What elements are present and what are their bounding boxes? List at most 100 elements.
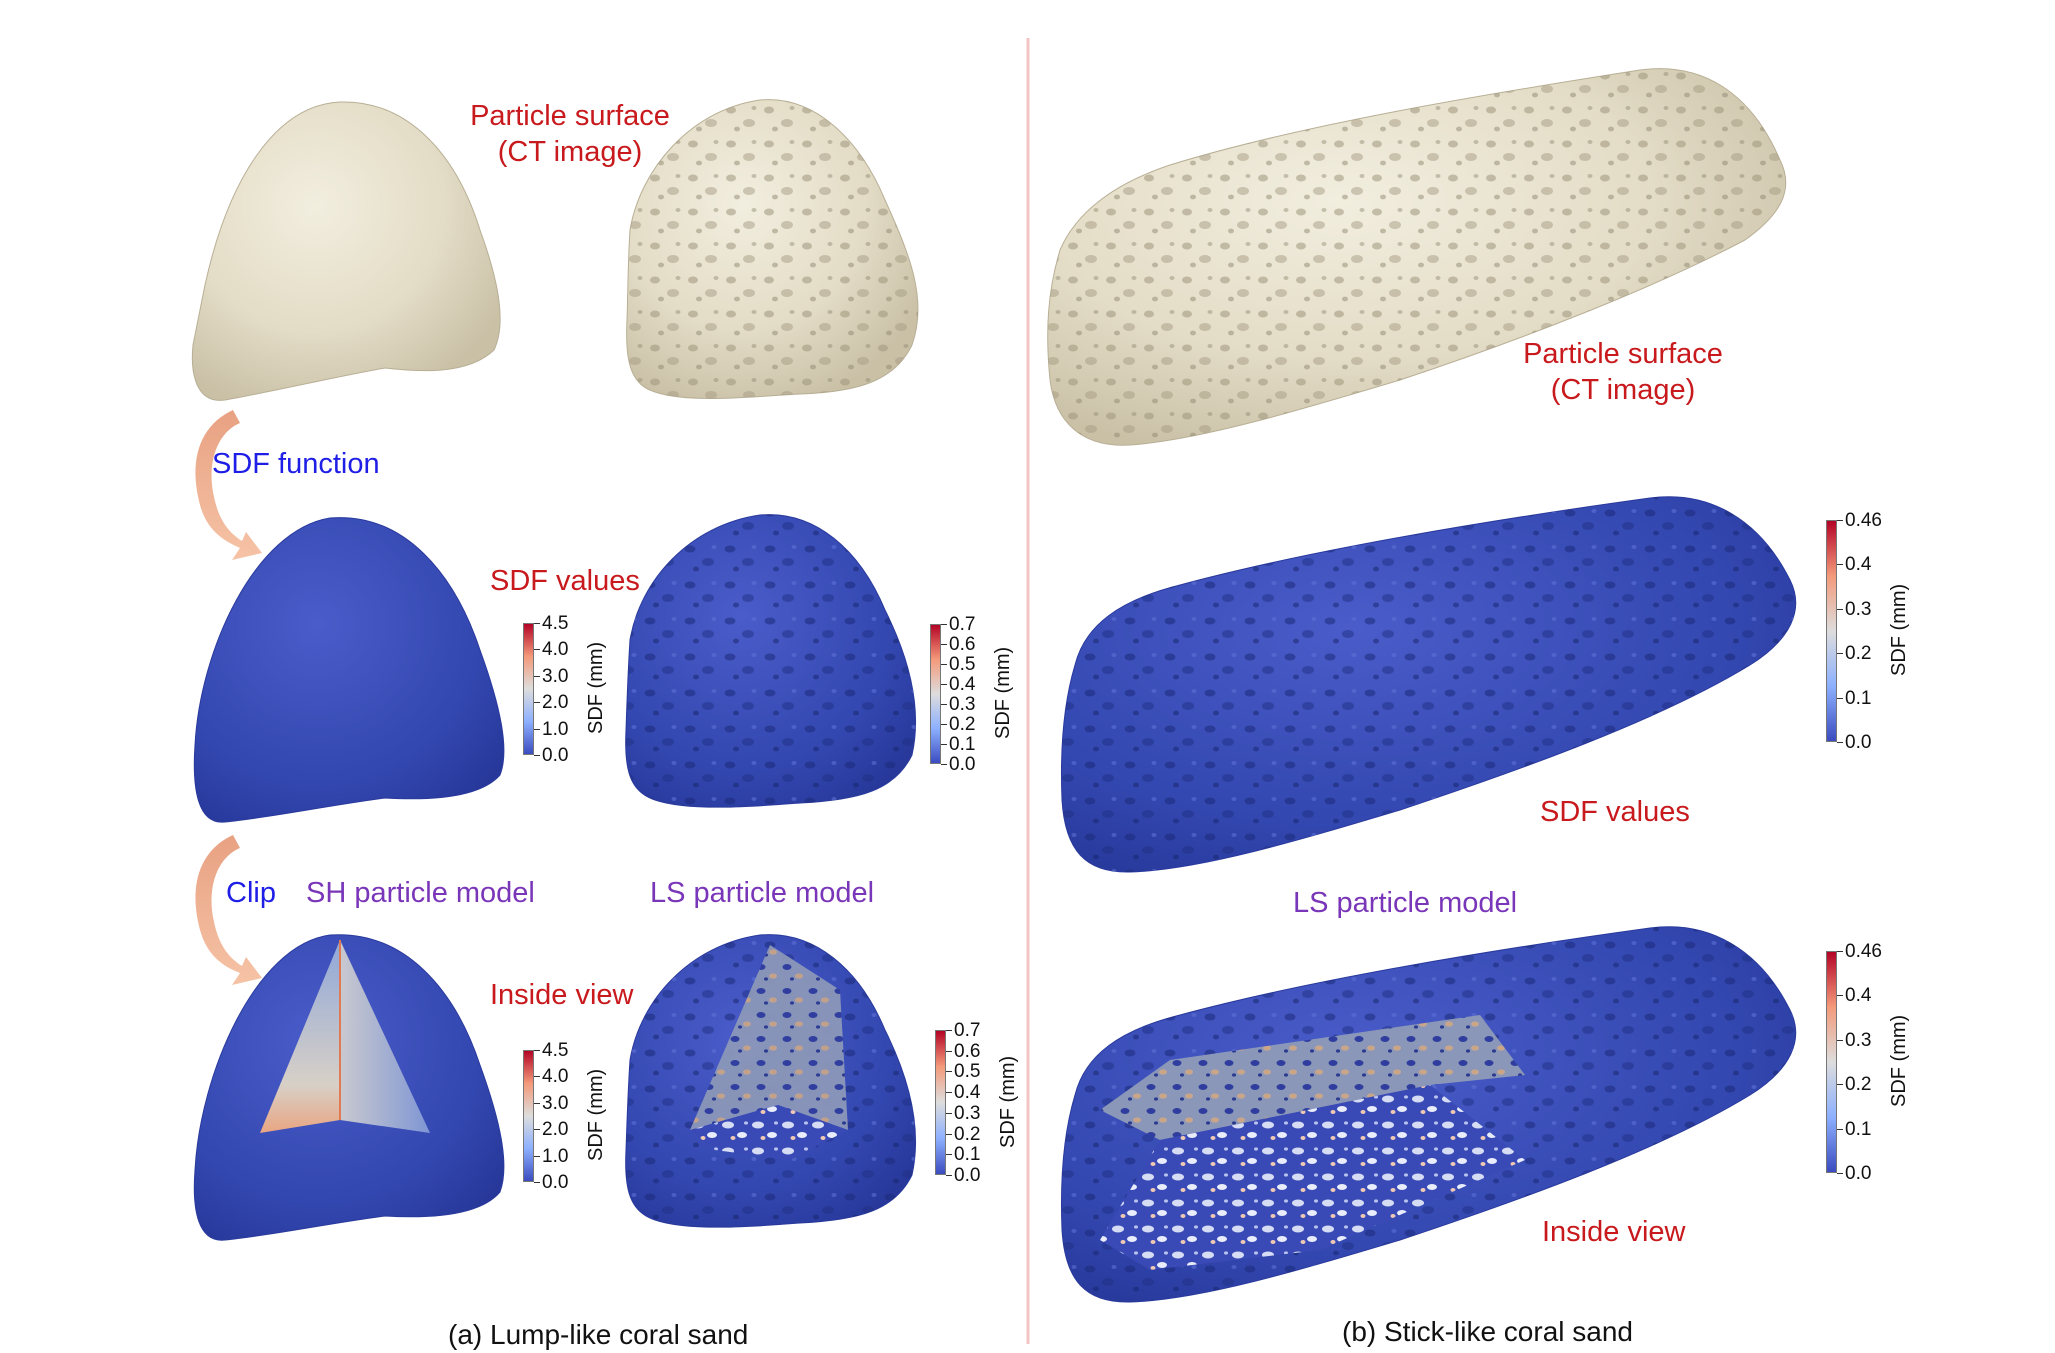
colorbar-tick-mark (1837, 564, 1843, 565)
colorbar-tick-mark (534, 702, 540, 703)
sh-inside-view-particle (193, 934, 505, 1241)
colorbar-tick-label: 4.0 (542, 639, 569, 660)
colorbar-tick-mark (941, 684, 947, 685)
colorbar-tick-mark (534, 729, 540, 730)
colorbar-tick-mark (941, 664, 947, 665)
colorbar-title: SDF (mm) (585, 1068, 607, 1161)
colorbar-tick-mark (1837, 520, 1843, 521)
colorbar-tick-label: 0.4 (1845, 985, 1872, 1006)
colorbar-tick-mark (946, 1154, 952, 1155)
colorbar-tick-label: 0.5 (949, 654, 976, 675)
colorbar-tick-mark (941, 764, 947, 765)
colorbar-tick-mark (1837, 698, 1843, 699)
colorbar-tick-label: 0.5 (954, 1061, 981, 1082)
colorbar-tick-label: 0.3 (1845, 599, 1872, 620)
colorbar-tick-label: 4.5 (542, 1040, 569, 1061)
colorbar-tick-mark (534, 676, 540, 677)
colorbar-tick-mark (534, 623, 540, 624)
colorbar-tick-label: 0.1 (949, 734, 976, 755)
ls-particle-surface (626, 99, 919, 399)
colorbar-tick-label: 0.6 (949, 634, 976, 655)
colorbar-tick-mark (946, 1134, 952, 1135)
colorbar-tick-label: 3.0 (542, 666, 569, 687)
colorbar-tick-mark (1837, 653, 1843, 654)
colorbar-tick-label: 3.0 (542, 1093, 569, 1114)
panel-a-ls-particle-model-label: LS particle model (650, 877, 875, 909)
panel-a-caption: (a) Lump-like coral sand (448, 1319, 749, 1350)
colorbar-tick-mark (534, 649, 540, 650)
colorbar-tick-label: 0.1 (954, 1144, 981, 1165)
colorbar-tick-mark (1837, 1040, 1843, 1041)
colorbar-tick-mark (941, 704, 947, 705)
colorbar-tick-label: 0.1 (1845, 688, 1872, 709)
colorbar-title: SDF (mm) (992, 646, 1014, 739)
colorbar-gradient (935, 1030, 946, 1175)
colorbar-title: SDF (mm) (585, 641, 607, 734)
panel-b-caption: (b) Stick-like coral sand (1342, 1316, 1633, 1347)
colorbar-tick-label: 0.7 (954, 1020, 981, 1041)
colorbar-tick-mark (1837, 951, 1843, 952)
colorbar-title: SDF (mm) (1888, 583, 1910, 676)
colorbar-tick-label: 0.2 (1845, 643, 1872, 664)
colorbar-tick-mark (534, 755, 540, 756)
ls-sdf-values-particle (625, 514, 917, 808)
colorbar-tick-label: 1.0 (542, 1146, 569, 1167)
panel-b-sdf-values-label: SDF values (1540, 796, 1690, 828)
clip-label: Clip (226, 877, 276, 909)
colorbar-tick-label: 0.0 (1845, 1163, 1872, 1184)
stick-sdf-values-particle (1060, 496, 1797, 873)
colorbar-tick-mark (946, 1113, 952, 1114)
colorbar-tick-label: 1.0 (542, 719, 569, 740)
colorbar-gradient (523, 623, 534, 755)
colorbar-tick-label: 0.0 (954, 1165, 981, 1186)
colorbar-tick-label: 2.0 (542, 692, 569, 713)
colorbar-tick-mark (1837, 1129, 1843, 1130)
sh-particle-surface (191, 101, 501, 401)
curved-arrow-icon (195, 410, 262, 560)
colorbar-tick-mark (534, 1182, 540, 1183)
panel-b-inside-view-label: Inside view (1542, 1216, 1686, 1248)
colorbar-tick-mark (1837, 1173, 1843, 1174)
colorbar-gradient (930, 624, 941, 764)
colorbar-tick-mark (946, 1051, 952, 1052)
colorbar-tick-mark (534, 1103, 540, 1104)
colorbar-tick-label: 0.6 (954, 1041, 981, 1062)
colorbar-tick-label: 0.2 (1845, 1074, 1872, 1095)
colorbar-tick-mark (1837, 609, 1843, 610)
colorbar-tick-mark (1837, 995, 1843, 996)
colorbar-tick-mark (534, 1129, 540, 1130)
colorbar-tick-mark (946, 1071, 952, 1072)
colorbar-tick-label: 0.0 (949, 754, 976, 775)
colorbar-tick-label: 0.46 (1845, 510, 1882, 531)
sh-particle-model-label: SH particle model (306, 877, 535, 909)
colorbar-tick-label: 0.3 (1845, 1030, 1872, 1051)
colorbar-tick-mark (534, 1076, 540, 1077)
colorbar-tick-label: 4.5 (542, 613, 569, 634)
panel-a-inside-view-label: Inside view (490, 979, 634, 1011)
sh-sdf-values-particle (193, 517, 505, 823)
ls-inside-view-particle (625, 934, 917, 1228)
colorbar-tick-mark (941, 624, 947, 625)
colorbar-gradient (1826, 520, 1837, 742)
colorbar-tick-label: 2.0 (542, 1119, 569, 1140)
panel-a-sdf-values-label: SDF values (490, 565, 640, 597)
colorbar-gradient (523, 1050, 534, 1182)
colorbar-tick-mark (534, 1156, 540, 1157)
colorbar-tick-mark (534, 1050, 540, 1051)
colorbar-tick-label: 0.4 (954, 1082, 981, 1103)
colorbar-tick-label: 0.4 (949, 674, 976, 695)
colorbar-tick-mark (946, 1175, 952, 1176)
colorbar-tick-mark (946, 1092, 952, 1093)
colorbar-tick-label: 0.46 (1845, 941, 1882, 962)
colorbar-tick-label: 0.2 (954, 1124, 981, 1145)
colorbar-gradient (1826, 951, 1837, 1173)
panel-a-particle-surface-label: Particle surface (CT image) (470, 100, 670, 168)
panel-b-ls-particle-model-label: LS particle model (1293, 887, 1518, 919)
colorbar-tick-label: 0.3 (954, 1103, 981, 1124)
colorbar-tick-label: 0.4 (1845, 554, 1872, 575)
stick-inside-view-particle (1060, 926, 1797, 1303)
panel-b-particle-surface-label: Particle surface (CT image) (1523, 338, 1723, 406)
colorbar-tick-mark (1837, 742, 1843, 743)
stick-particle-surface (1047, 68, 1787, 446)
